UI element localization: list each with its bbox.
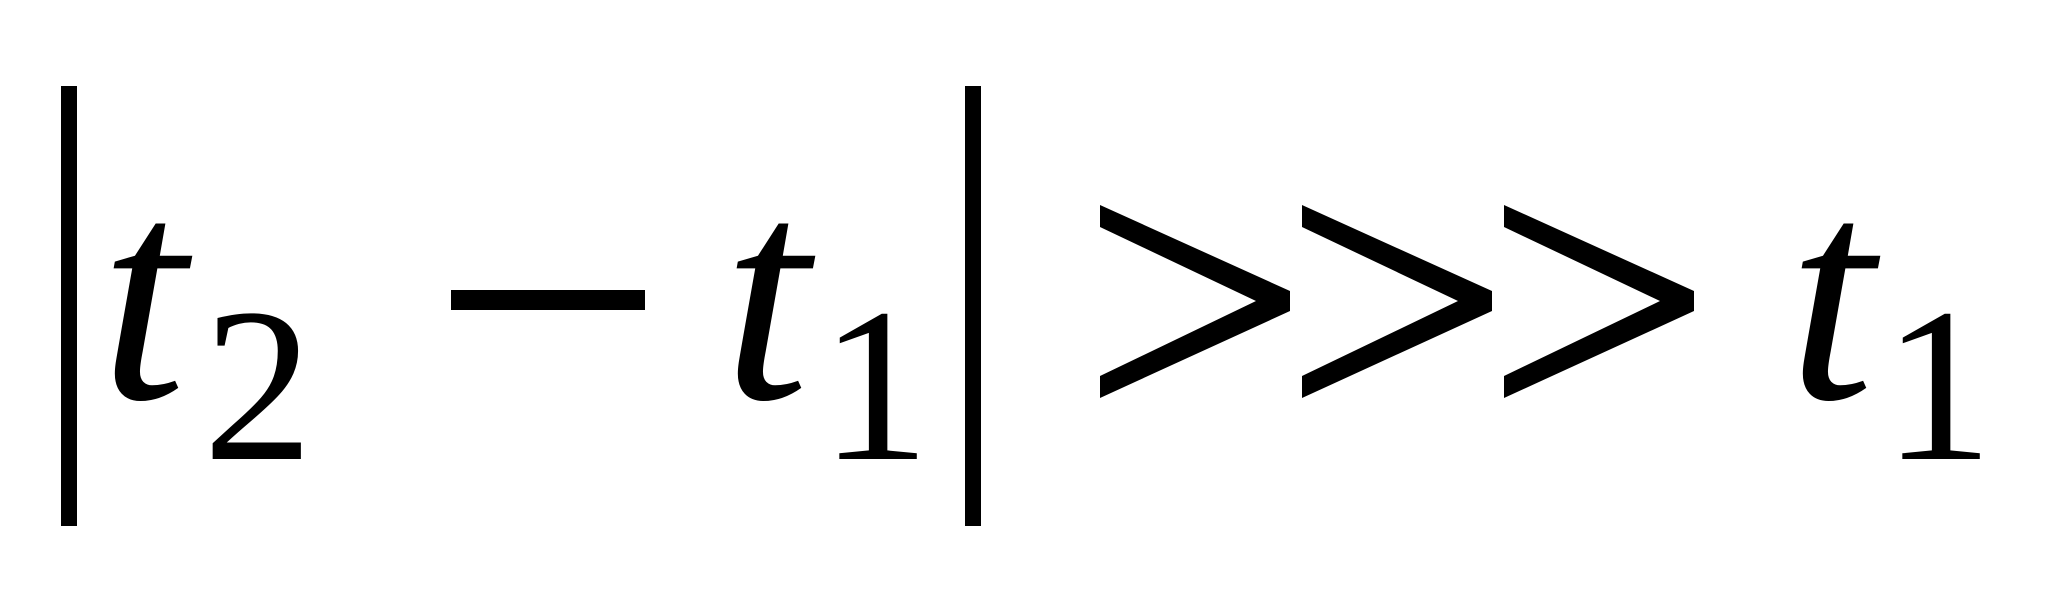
greater-than-sign-3	[1504, 205, 1694, 398]
absolute-value-right-bar	[965, 86, 981, 526]
t1-variable-second: t	[1788, 123, 1875, 466]
t2-subscript: 2	[203, 263, 313, 507]
t1-subscript-second: 1	[1883, 263, 1993, 507]
greater-than-sign-1	[1100, 205, 1290, 398]
minus-sign	[451, 290, 645, 310]
t1-subscript-first: 1	[820, 263, 930, 507]
t2-variable: t	[100, 123, 187, 466]
t1-variable-first: t	[723, 123, 810, 466]
absolute-value-left-bar	[61, 86, 77, 526]
greater-than-sign-2	[1302, 205, 1492, 398]
